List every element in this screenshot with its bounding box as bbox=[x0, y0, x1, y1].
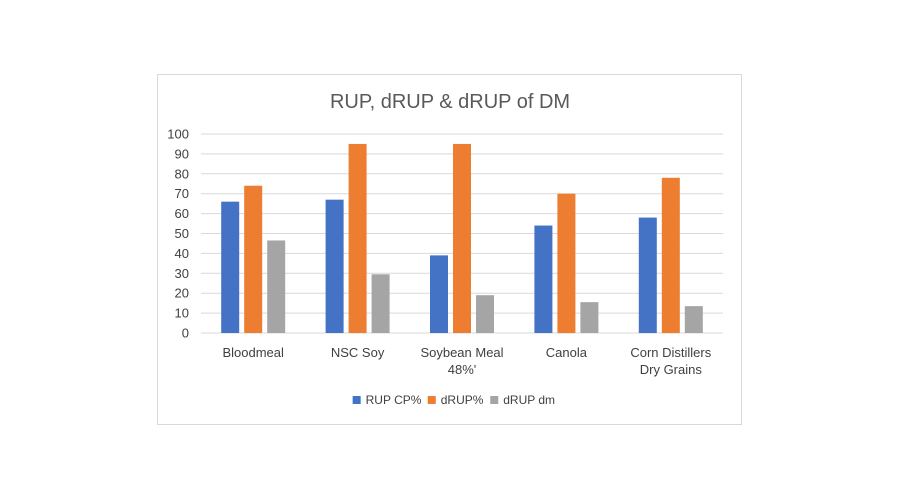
y-tick-label: 70 bbox=[175, 186, 189, 201]
bar-drup-dm bbox=[580, 302, 599, 333]
x-category-label: Corn Distillers Dry Grains bbox=[630, 345, 711, 377]
bar-drup-dm bbox=[684, 306, 703, 333]
y-tick-label: 90 bbox=[175, 146, 189, 161]
legend-label: dRUP% bbox=[441, 393, 484, 407]
bar-drup-dm bbox=[371, 274, 390, 333]
chart-title: RUP, dRUP & dRUP of DM bbox=[330, 91, 570, 113]
bar-drup bbox=[244, 185, 263, 333]
x-axis: Bloodmeal NSC Soy Soybean Meal 48%' Canola Co… bbox=[222, 345, 711, 377]
y-tick-label: 60 bbox=[175, 206, 189, 221]
y-axis: 0 10 20 30 40 50 60 70 80 90 100 bbox=[167, 127, 189, 341]
y-tick-label: 20 bbox=[175, 286, 189, 301]
y-tick-label: 10 bbox=[175, 306, 189, 321]
x-category-label: Bloodmeal bbox=[222, 345, 284, 360]
y-tick-label: 40 bbox=[175, 246, 189, 261]
legend-swatch bbox=[427, 396, 436, 404]
bar-drup-dm bbox=[267, 240, 286, 333]
bar-rup-cp bbox=[638, 217, 657, 333]
bar-drup bbox=[557, 193, 576, 333]
y-tick-label: 50 bbox=[175, 226, 189, 241]
bar-rup-cp bbox=[430, 255, 448, 333]
bar-drup bbox=[661, 177, 680, 333]
y-tick-label: 100 bbox=[167, 127, 189, 142]
legend-item: dRUP% bbox=[427, 393, 484, 407]
legend-swatch bbox=[352, 396, 361, 404]
legend-label: RUP CP% bbox=[366, 393, 422, 407]
bar-rup-cp bbox=[221, 201, 240, 333]
bar-rup-cp bbox=[325, 199, 344, 333]
legend-item: dRUP dm bbox=[490, 393, 555, 407]
bar-drup bbox=[348, 143, 367, 333]
legend: RUP CP% dRUP% dRUP dm bbox=[352, 393, 555, 407]
y-tick-label: 30 bbox=[175, 266, 189, 281]
y-tick-label: 80 bbox=[175, 166, 189, 181]
bars bbox=[221, 143, 703, 333]
x-category-label: Canola bbox=[546, 345, 588, 360]
bar-rup-cp bbox=[534, 225, 553, 333]
bar-drup-dm bbox=[476, 295, 494, 333]
legend-item: RUP CP% bbox=[352, 393, 422, 407]
x-category-label: Soybean Meal 48%' bbox=[420, 345, 503, 377]
legend-swatch bbox=[490, 396, 499, 404]
y-tick-label: 0 bbox=[182, 326, 189, 341]
x-category-label: NSC Soy bbox=[331, 345, 385, 360]
legend-label: dRUP dm bbox=[503, 393, 555, 407]
bar-drup bbox=[453, 143, 471, 333]
